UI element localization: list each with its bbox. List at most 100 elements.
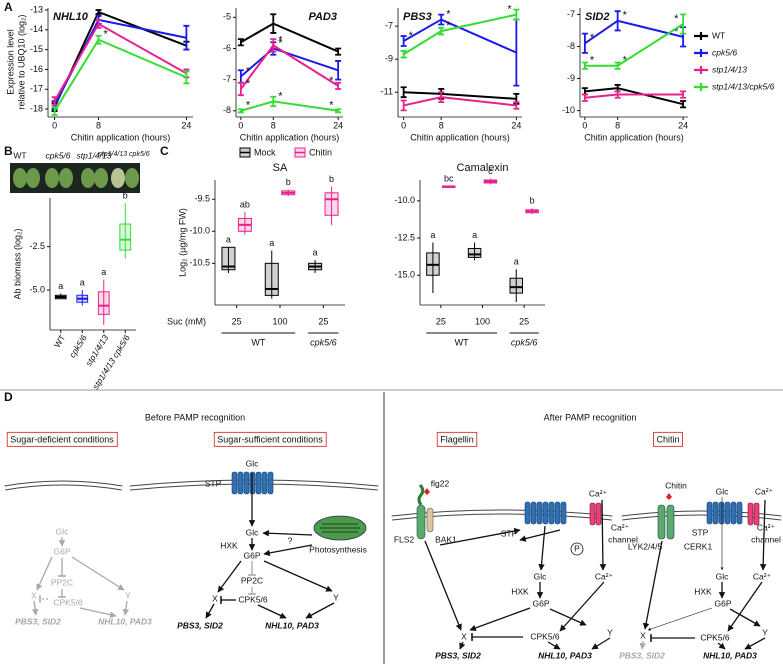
- legend-label: WT: [712, 30, 725, 40]
- node-label: CPK5/6: [530, 631, 560, 641]
- error-bar: [400, 99, 407, 112]
- significance-letter: a: [80, 277, 85, 287]
- y-tick-label: -6: [223, 43, 231, 53]
- x-tick-label: 8: [439, 120, 444, 130]
- x-axis-label: Chitin application (hours): [71, 132, 171, 142]
- node-label: X: [212, 593, 218, 603]
- flg22-star: [424, 488, 430, 495]
- x-tick-label: 25: [519, 316, 529, 326]
- arrow: [439, 527, 521, 546]
- node-label: Glc: [246, 458, 260, 468]
- x-axis-label: Suc (mM): [167, 316, 206, 326]
- significance-star: *: [623, 10, 628, 22]
- y-tick-label: -9: [385, 54, 393, 64]
- node-label: Y: [607, 627, 613, 637]
- node-label: NHL10, PAD3: [703, 650, 757, 660]
- significance-letter: a: [313, 248, 318, 258]
- y-tick-label: -2.5: [29, 241, 45, 251]
- arrow: [647, 607, 713, 631]
- stp-helix: [231, 471, 238, 495]
- x-axis-label: Chitin application (hours): [584, 132, 684, 142]
- stp-helix: [712, 501, 719, 525]
- stp-helix: [524, 501, 531, 525]
- arrow: [717, 642, 726, 650]
- leaf: [13, 168, 27, 188]
- stp-helix: [237, 471, 244, 495]
- x-tick-label: 0: [238, 120, 243, 130]
- stp-helix: [718, 501, 725, 525]
- stp-helix: [261, 471, 268, 495]
- significance-letter: a: [101, 267, 106, 277]
- legend-label: Mock: [254, 147, 276, 157]
- node-label: channel: [751, 534, 781, 544]
- legend-label: stp1/4/13: [712, 64, 747, 74]
- node-label: P: [574, 543, 580, 553]
- legend-swatch: [694, 66, 708, 74]
- node-label: ?: [288, 535, 293, 545]
- box: [97, 291, 110, 315]
- error-bar: [335, 81, 342, 90]
- error-bar: [335, 47, 342, 56]
- legend-swatch: [694, 49, 708, 57]
- node-label: Ca²⁺: [757, 522, 776, 532]
- series-line: [584, 93, 684, 99]
- significance-letter: a: [58, 281, 63, 291]
- arrow: [727, 581, 763, 632]
- membrane: [621, 511, 782, 520]
- x-tick-label: 100: [475, 316, 490, 326]
- stp-helix: [724, 501, 731, 525]
- arrow: [424, 540, 462, 631]
- stp-helix: [730, 501, 737, 525]
- error-bar: [183, 70, 190, 85]
- y-tick-label: -7: [385, 21, 393, 31]
- leaf: [111, 168, 125, 188]
- node-label: Ca²⁺: [611, 522, 630, 532]
- series-line: [403, 18, 517, 54]
- significance-star: *: [674, 26, 679, 38]
- arrow: [79, 607, 117, 618]
- y-tick-label: -12.5: [394, 232, 415, 242]
- box: [467, 247, 482, 258]
- leaf: [45, 168, 59, 188]
- node-label: FLS2: [394, 534, 415, 544]
- error-bar: [95, 18, 102, 29]
- chart-title: PAD3: [308, 11, 337, 23]
- arrow: [263, 544, 313, 557]
- condition-title: Flagellin: [440, 434, 474, 444]
- significance-letter: ab: [240, 199, 250, 209]
- y-tick-label: -17: [30, 84, 43, 94]
- node-label: Glc: [246, 527, 260, 537]
- significance-letter: b: [123, 191, 128, 201]
- series-line: [584, 19, 684, 45]
- arrow: [469, 607, 531, 632]
- y-tick-label: -10.0: [189, 226, 210, 236]
- node-label: CERK1: [684, 541, 713, 551]
- error-bar: [51, 96, 58, 107]
- series-line: [403, 91, 517, 100]
- x-tick-label: 25: [232, 316, 242, 326]
- y-tick-label: -10.0: [394, 195, 415, 205]
- leaf: [94, 168, 108, 188]
- node-label: Ca²⁺: [755, 486, 774, 496]
- node-label: G6P: [243, 550, 260, 560]
- significance-star: *: [278, 90, 283, 102]
- lyk: [657, 504, 666, 540]
- group-label: cpk5/6: [310, 337, 337, 347]
- error-bar: [400, 35, 407, 47]
- channel-part: [747, 502, 754, 526]
- node-label: PBS3, SID2: [435, 650, 481, 660]
- leaf: [81, 168, 95, 188]
- condition-title: Sugar-deficient conditions: [10, 434, 114, 444]
- node-label: HXK: [511, 586, 529, 596]
- significance-letter: b: [329, 174, 334, 184]
- x-tick-label: WT: [52, 333, 67, 350]
- node-label: PP2C: [51, 577, 73, 587]
- node-label: Photosynthesis: [309, 544, 367, 554]
- node-label: Y: [125, 590, 131, 600]
- arrow: [71, 556, 125, 591]
- legend-label: stp1/4/13/cpk5/6: [712, 81, 775, 91]
- significance-star: *: [246, 65, 251, 77]
- significance-star: *: [590, 32, 595, 44]
- node-label: STP: [692, 527, 709, 537]
- y-tick-label: -10.5: [189, 258, 210, 268]
